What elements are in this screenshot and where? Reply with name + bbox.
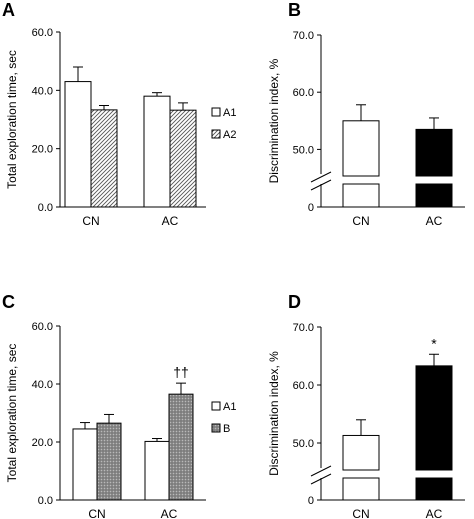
y-tick-label: 20.0 xyxy=(32,437,53,449)
y-tick-label: 50.0 xyxy=(293,144,314,156)
panel-b: B Discrimination index, % 0 50.0 60.0 70.0 CN A… xyxy=(267,0,465,228)
y-tick-label: 60.0 xyxy=(293,380,314,392)
legend-label: A1 xyxy=(223,107,236,119)
panel-c: C Total exploration time, sec 0.0 20.0 40.0 6… xyxy=(2,292,236,519)
significance-mark: †† xyxy=(173,364,189,380)
bar-lower xyxy=(415,183,453,208)
x-tick-label: AC xyxy=(426,507,443,519)
y-tick-label: 50.0 xyxy=(293,438,314,450)
legend-swatch xyxy=(211,423,221,433)
axis-break-mark xyxy=(310,171,332,183)
legend-swatch xyxy=(211,129,221,139)
x-tick-label: AC xyxy=(426,214,443,228)
bar-lower xyxy=(415,477,453,501)
y-tick-label: 70.0 xyxy=(293,30,314,42)
bar xyxy=(169,109,197,208)
bar-lower xyxy=(342,183,380,208)
bar xyxy=(144,440,170,501)
y-axis-label: Total exploration time, sec xyxy=(5,344,19,483)
bar-lower xyxy=(342,477,380,501)
axis-break-mark xyxy=(310,473,332,485)
y-tick-label: 0 xyxy=(308,202,314,214)
bar xyxy=(143,95,171,208)
y-tick-label: 0.0 xyxy=(38,202,53,214)
legend-swatch xyxy=(211,107,221,117)
y-tick-label: 60.0 xyxy=(32,27,53,39)
bar xyxy=(96,422,122,501)
panel-d: D Discrimination index, % 0 50.0 60.0 70.0 CN A… xyxy=(267,292,465,519)
x-tick-label: CN xyxy=(352,214,369,228)
panel-letter: D xyxy=(288,292,301,312)
y-tick-label: 0.0 xyxy=(38,495,53,507)
significance-mark: * xyxy=(431,335,437,351)
legend-swatch xyxy=(211,401,221,411)
bar xyxy=(415,128,453,177)
y-axis-label: Discrimination index, % xyxy=(267,351,281,476)
x-tick-label: CN xyxy=(88,507,105,519)
bar xyxy=(72,428,98,501)
y-tick-label: 40.0 xyxy=(32,379,53,391)
y-axis-label: Discrimination index, % xyxy=(267,58,281,183)
bar xyxy=(415,365,453,471)
y-tick-label: 40.0 xyxy=(32,85,53,97)
bar xyxy=(168,393,194,501)
panel-letter: A xyxy=(2,0,15,20)
legend-label: A1 xyxy=(223,401,236,413)
x-tick-label: AC xyxy=(161,507,178,519)
panel-a: A Total exploration time, sec 0.0 20.0 40.0 6… xyxy=(2,0,236,228)
y-tick-label: 70.0 xyxy=(293,322,314,334)
bar xyxy=(342,120,380,177)
bar xyxy=(90,109,118,208)
y-tick-label: 20.0 xyxy=(32,144,53,156)
x-tick-label: CN xyxy=(82,214,99,228)
bar xyxy=(64,81,92,208)
bar xyxy=(342,434,380,471)
legend-label: A2 xyxy=(223,129,236,141)
axis-break-mark xyxy=(310,465,332,477)
x-tick-label: CN xyxy=(352,507,369,519)
panel-letter: C xyxy=(2,292,15,312)
legend-label: B xyxy=(223,423,230,435)
y-tick-label: 60.0 xyxy=(32,321,53,333)
y-tick-label: 0 xyxy=(308,495,314,507)
panel-letter: B xyxy=(288,0,301,20)
y-tick-label: 60.0 xyxy=(293,87,314,99)
axis-break-mark xyxy=(310,179,332,191)
x-tick-label: AC xyxy=(162,214,179,228)
y-axis-label: Total exploration time, sec xyxy=(5,50,19,189)
